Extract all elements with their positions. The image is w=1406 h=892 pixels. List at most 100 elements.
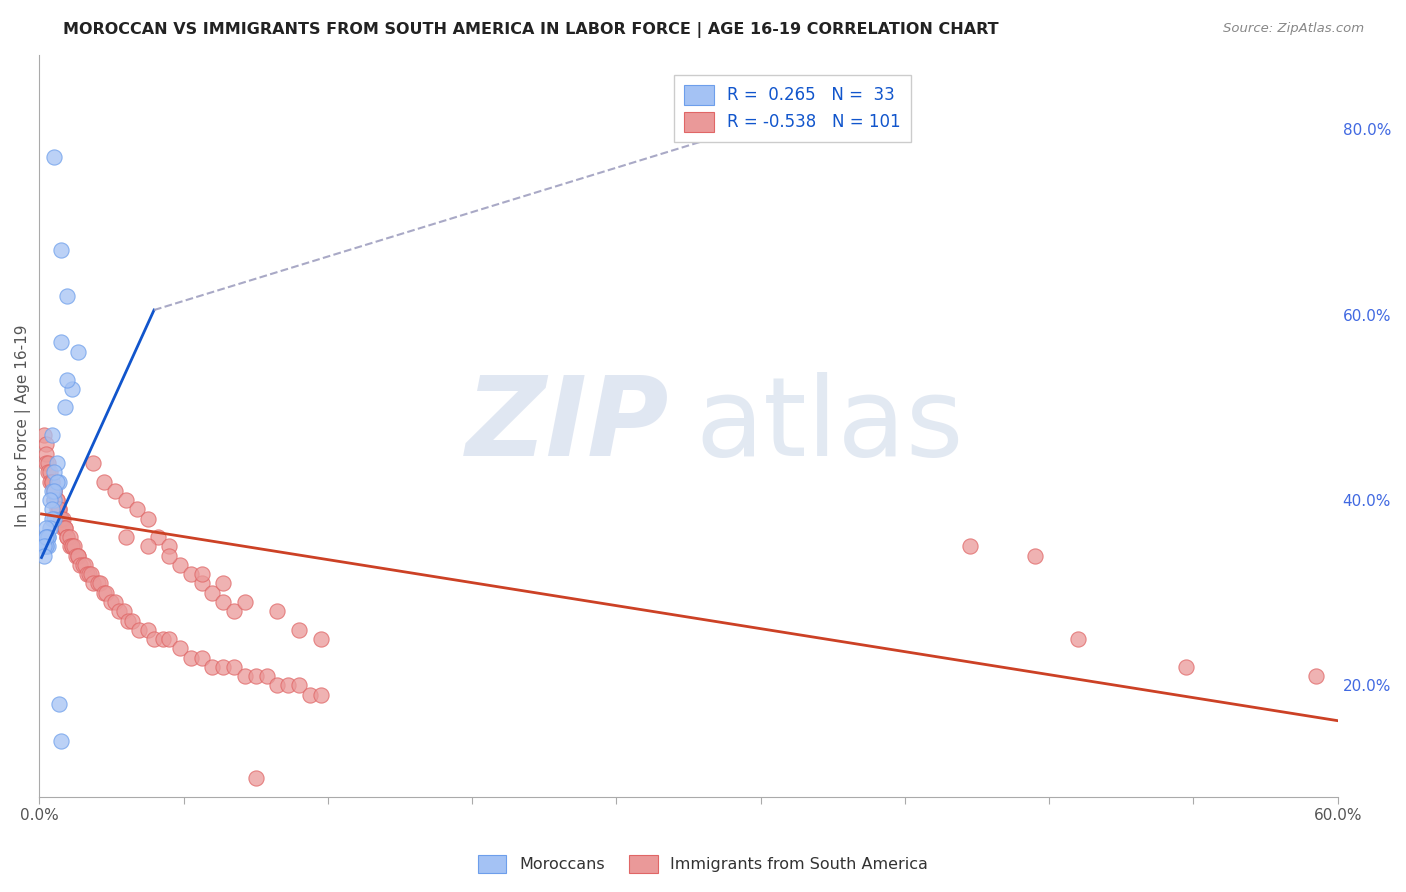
Point — [49, 734, 72, 748]
Point — [245, 771, 267, 785]
Point — [37, 540, 59, 554]
Point — [44, 150, 66, 164]
Point — [41, 483, 63, 498]
Point — [1175, 660, 1198, 674]
Point — [44, 483, 66, 498]
Point — [148, 530, 170, 544]
Point — [52, 511, 75, 525]
Point — [60, 540, 83, 554]
Point — [56, 530, 79, 544]
Point — [39, 493, 62, 508]
Point — [136, 511, 159, 525]
Point — [49, 243, 72, 257]
Point — [48, 502, 70, 516]
Point — [256, 669, 278, 683]
Point — [288, 678, 311, 692]
Point — [45, 475, 67, 489]
Point — [72, 558, 94, 572]
Point — [52, 521, 75, 535]
Point — [60, 540, 83, 554]
Point — [49, 511, 72, 525]
Point — [56, 289, 79, 303]
Point — [157, 632, 180, 646]
Point — [245, 669, 267, 683]
Point — [37, 456, 59, 470]
Point — [37, 530, 59, 544]
Point — [39, 521, 62, 535]
Point — [277, 678, 299, 692]
Point — [190, 650, 212, 665]
Point — [44, 493, 66, 508]
Point — [63, 540, 86, 554]
Point — [41, 475, 63, 489]
Point — [49, 511, 72, 525]
Point — [59, 540, 82, 554]
Point — [39, 465, 62, 479]
Point — [77, 567, 100, 582]
Point — [104, 483, 127, 498]
Point — [37, 530, 59, 544]
Point — [44, 483, 66, 498]
Point — [67, 549, 90, 563]
Point — [93, 586, 115, 600]
Point — [115, 493, 138, 508]
Point — [288, 623, 311, 637]
Point — [128, 623, 150, 637]
Point — [35, 530, 58, 544]
Point — [45, 493, 67, 508]
Point — [157, 549, 180, 563]
Point — [32, 549, 55, 563]
Point — [39, 475, 62, 489]
Point — [35, 447, 58, 461]
Point — [44, 511, 66, 525]
Point — [100, 595, 122, 609]
Point — [35, 521, 58, 535]
Point — [104, 595, 127, 609]
Point — [115, 530, 138, 544]
Text: atlas: atlas — [695, 372, 963, 479]
Point — [1348, 678, 1371, 692]
Y-axis label: In Labor Force | Age 16-19: In Labor Force | Age 16-19 — [15, 325, 31, 527]
Point — [41, 475, 63, 489]
Point — [212, 595, 235, 609]
Point — [309, 688, 332, 702]
Point — [45, 493, 67, 508]
Point — [959, 540, 981, 554]
Point — [1067, 632, 1090, 646]
Point — [82, 576, 104, 591]
Point — [32, 428, 55, 442]
Point — [190, 567, 212, 582]
Point — [48, 502, 70, 516]
Point — [67, 344, 90, 359]
Point — [41, 511, 63, 525]
Point — [37, 465, 59, 479]
Point — [169, 558, 191, 572]
Legend: Moroccans, Immigrants from South America: Moroccans, Immigrants from South America — [471, 848, 935, 880]
Point — [233, 595, 256, 609]
Point — [48, 697, 70, 711]
Point — [48, 475, 70, 489]
Point — [89, 576, 111, 591]
Point — [65, 549, 87, 563]
Point — [67, 549, 90, 563]
Point — [44, 493, 66, 508]
Point — [112, 604, 135, 618]
Point — [49, 511, 72, 525]
Point — [180, 650, 202, 665]
Point — [32, 540, 55, 554]
Point — [212, 660, 235, 674]
Point — [35, 540, 58, 554]
Point — [45, 502, 67, 516]
Point — [152, 632, 174, 646]
Point — [136, 623, 159, 637]
Point — [87, 576, 110, 591]
Point — [69, 558, 91, 572]
Point — [41, 428, 63, 442]
Point — [309, 632, 332, 646]
Point — [49, 335, 72, 350]
Point — [212, 576, 235, 591]
Point — [56, 373, 79, 387]
Point — [45, 456, 67, 470]
Text: Source: ZipAtlas.com: Source: ZipAtlas.com — [1223, 22, 1364, 36]
Point — [121, 614, 143, 628]
